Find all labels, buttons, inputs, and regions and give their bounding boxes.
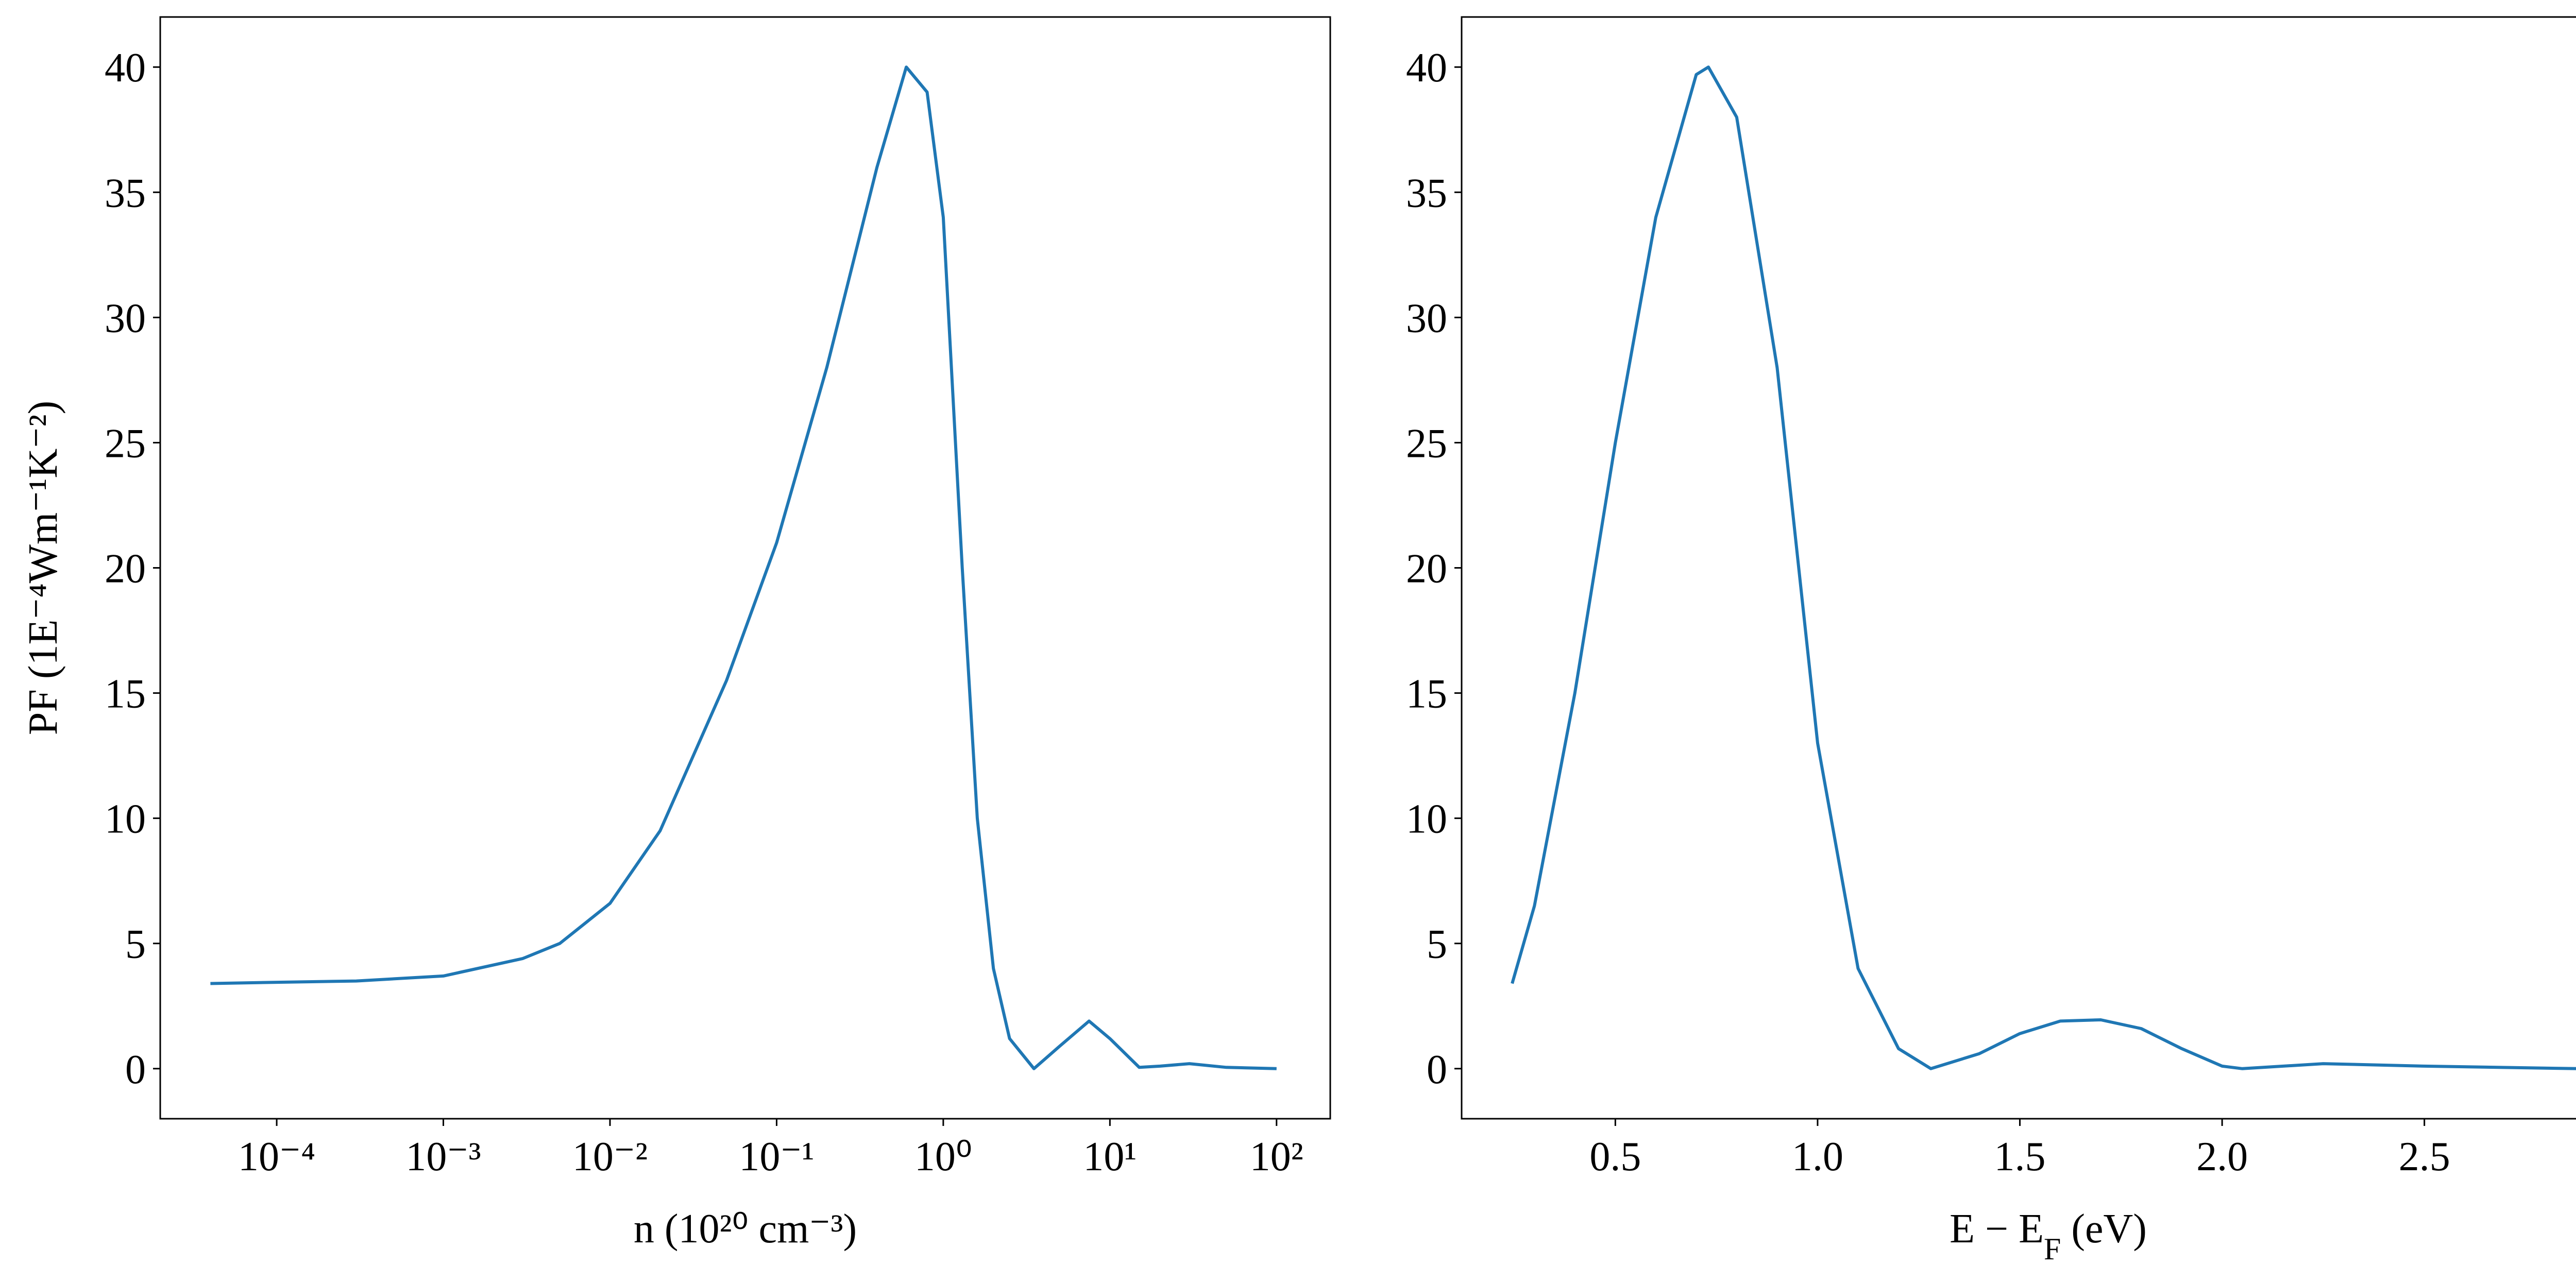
line: [1511, 65, 2576, 1070]
y-axis-label: PF (1E⁻⁴Wm⁻¹K⁻²): [21, 401, 66, 735]
x-tick-label: 10²: [1250, 1134, 1303, 1180]
y-tick-label: 0: [125, 1047, 146, 1092]
x-axis-label: n (10²⁰ cm⁻³): [634, 1206, 857, 1252]
x-axis-label: E − EF (eV): [1950, 1206, 2147, 1266]
y-tick-label: 35: [105, 170, 146, 216]
y-tick-label: 20: [1406, 546, 1447, 592]
y-tick-label: 15: [1406, 672, 1447, 717]
y-tick-label: 30: [105, 296, 146, 341]
x-axis-label-part: n (10²⁰ cm⁻³): [634, 1206, 857, 1252]
y-tick-label: 10: [105, 797, 146, 842]
y-tick-label: 25: [1406, 421, 1447, 466]
y-tick-label: 15: [105, 672, 146, 717]
y-tick-label: 25: [105, 421, 146, 466]
x-tick-label: 10⁻¹: [739, 1134, 814, 1180]
y-tick-label: 40: [105, 45, 146, 91]
x-tick-label: 10⁻³: [405, 1134, 481, 1180]
x-tick-label: 10⁻⁴: [238, 1134, 315, 1180]
y-tick-label: 40: [1406, 45, 1447, 91]
y-tick-label: 5: [1427, 922, 1447, 967]
y-tick-label: 0: [1427, 1047, 1447, 1092]
x-axis-label-part: (eV): [2061, 1206, 2147, 1252]
x-tick-label: 2.0: [2196, 1134, 2248, 1180]
x-tick-label: 10¹: [1083, 1134, 1137, 1180]
y-tick-label: 10: [1406, 797, 1447, 842]
x-tick-label: 1.5: [1994, 1134, 2046, 1180]
x-tick-label: 1.0: [1792, 1134, 1843, 1180]
x-tick-label: 0.5: [1589, 1134, 1641, 1180]
plot-frame: [159, 16, 1331, 1120]
x-tick-label: 2.5: [2399, 1134, 2450, 1180]
y-tick-label: 30: [1406, 296, 1447, 341]
x-tick-label: 10⁻²: [572, 1134, 648, 1180]
y-tick-label: 20: [105, 546, 146, 592]
line: [210, 65, 1277, 1070]
y-tick-label: 35: [1406, 170, 1447, 216]
y-tick-label: 5: [125, 922, 146, 967]
x-tick-label: 10⁰: [914, 1134, 972, 1180]
x-axis-label-part: E − E: [1950, 1206, 2044, 1252]
plot-frame: [1461, 16, 2576, 1120]
x-axis-label-part: F: [2044, 1232, 2061, 1266]
